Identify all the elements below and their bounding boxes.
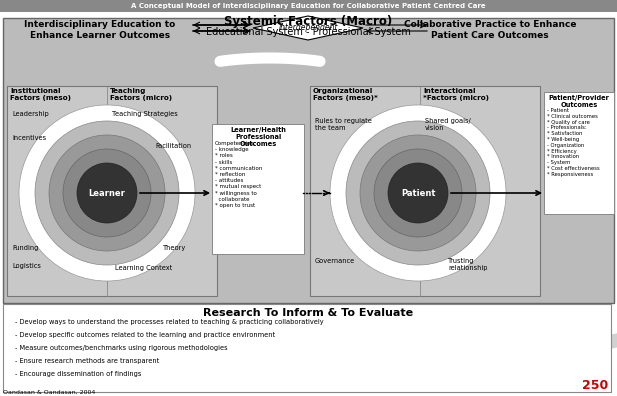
Text: Shared goals/
vision: Shared goals/ vision (425, 118, 471, 131)
Text: Research To Inform & To Evaluate: Research To Inform & To Evaluate (203, 308, 413, 318)
Text: - Encourage dissemination of findings: - Encourage dissemination of findings (15, 371, 141, 377)
Text: Collaborative Practice to Enhance
Patient Care Outcomes: Collaborative Practice to Enhance Patien… (404, 20, 576, 40)
Text: Oandasan & Oandasan, 2004: Oandasan & Oandasan, 2004 (3, 390, 96, 395)
Text: A Conceptual Model of Interdisciplinary Education for Collaborative Patient Cent: A Conceptual Model of Interdisciplinary … (131, 3, 486, 9)
Text: - Develop ways to understand the processes related to teaching & practicing coll: - Develop ways to understand the process… (15, 319, 324, 325)
Text: - Patient
* Clinical outcomes
* Quality of care
- Professionals:
* Satisfaction
: - Patient * Clinical outcomes * Quality … (547, 108, 600, 177)
FancyBboxPatch shape (544, 92, 614, 214)
Text: - Develop specific outcomes related to the learning and practice environment: - Develop specific outcomes related to t… (15, 332, 275, 338)
Circle shape (346, 121, 490, 265)
Text: interdependent: interdependent (278, 23, 337, 32)
Text: - Measure outcomes/benchmarks using rigorous methodologies: - Measure outcomes/benchmarks using rigo… (15, 345, 228, 351)
Text: Teaching Strategies: Teaching Strategies (112, 111, 178, 117)
Text: Governance: Governance (315, 258, 355, 264)
Text: Teaching
Factors (micro): Teaching Factors (micro) (110, 88, 172, 101)
Circle shape (388, 163, 448, 223)
Text: Institutional
Factors (meso): Institutional Factors (meso) (10, 88, 71, 101)
Text: Funding: Funding (12, 245, 38, 251)
Text: Learner: Learner (89, 188, 125, 198)
Text: Systemic Factors (Macro): Systemic Factors (Macro) (224, 15, 392, 29)
Text: Learner/Health
Professional
Outcomes: Learner/Health Professional Outcomes (230, 127, 286, 147)
Text: Patient/Provider
Outcomes: Patient/Provider Outcomes (549, 95, 610, 108)
Text: Competencies:
- knowledge
* roles
- skills
* communication
* reflection
- attitu: Competencies: - knowledge * roles - skil… (215, 141, 262, 208)
Circle shape (374, 149, 462, 237)
Bar (310, 86, 540, 296)
Text: Learning Context: Learning Context (115, 265, 172, 271)
Circle shape (63, 149, 151, 237)
Text: 250: 250 (582, 379, 608, 392)
FancyBboxPatch shape (212, 124, 304, 254)
Text: Patient: Patient (401, 188, 435, 198)
Circle shape (77, 163, 137, 223)
Text: Theory: Theory (163, 245, 186, 251)
Text: Facilitation: Facilitation (155, 143, 191, 149)
Text: Logistics: Logistics (12, 263, 41, 269)
Circle shape (35, 121, 179, 265)
Bar (3, 304, 611, 392)
Text: - Ensure research methods are transparent: - Ensure research methods are transparen… (15, 358, 159, 364)
Circle shape (49, 135, 165, 251)
Bar (3, 18, 614, 303)
Bar (0, 0, 617, 12)
Text: Educational System - Professional System: Educational System - Professional System (205, 27, 410, 37)
Polygon shape (253, 16, 363, 40)
Circle shape (360, 135, 476, 251)
Text: Incentives: Incentives (12, 135, 46, 141)
Text: Organizational
Factors (meso)*: Organizational Factors (meso)* (313, 88, 378, 101)
Bar (7, 86, 217, 296)
Circle shape (330, 105, 506, 281)
Text: Interactional
*Factors (micro): Interactional *Factors (micro) (423, 88, 489, 101)
Text: Rules to regulate
the team: Rules to regulate the team (315, 118, 372, 131)
Circle shape (19, 105, 195, 281)
Text: Trusting
relationship: Trusting relationship (448, 258, 487, 271)
Text: Interdisciplinary Education to
Enhance Learner Outcomes: Interdisciplinary Education to Enhance L… (25, 20, 176, 40)
Text: Leadership: Leadership (12, 111, 49, 117)
